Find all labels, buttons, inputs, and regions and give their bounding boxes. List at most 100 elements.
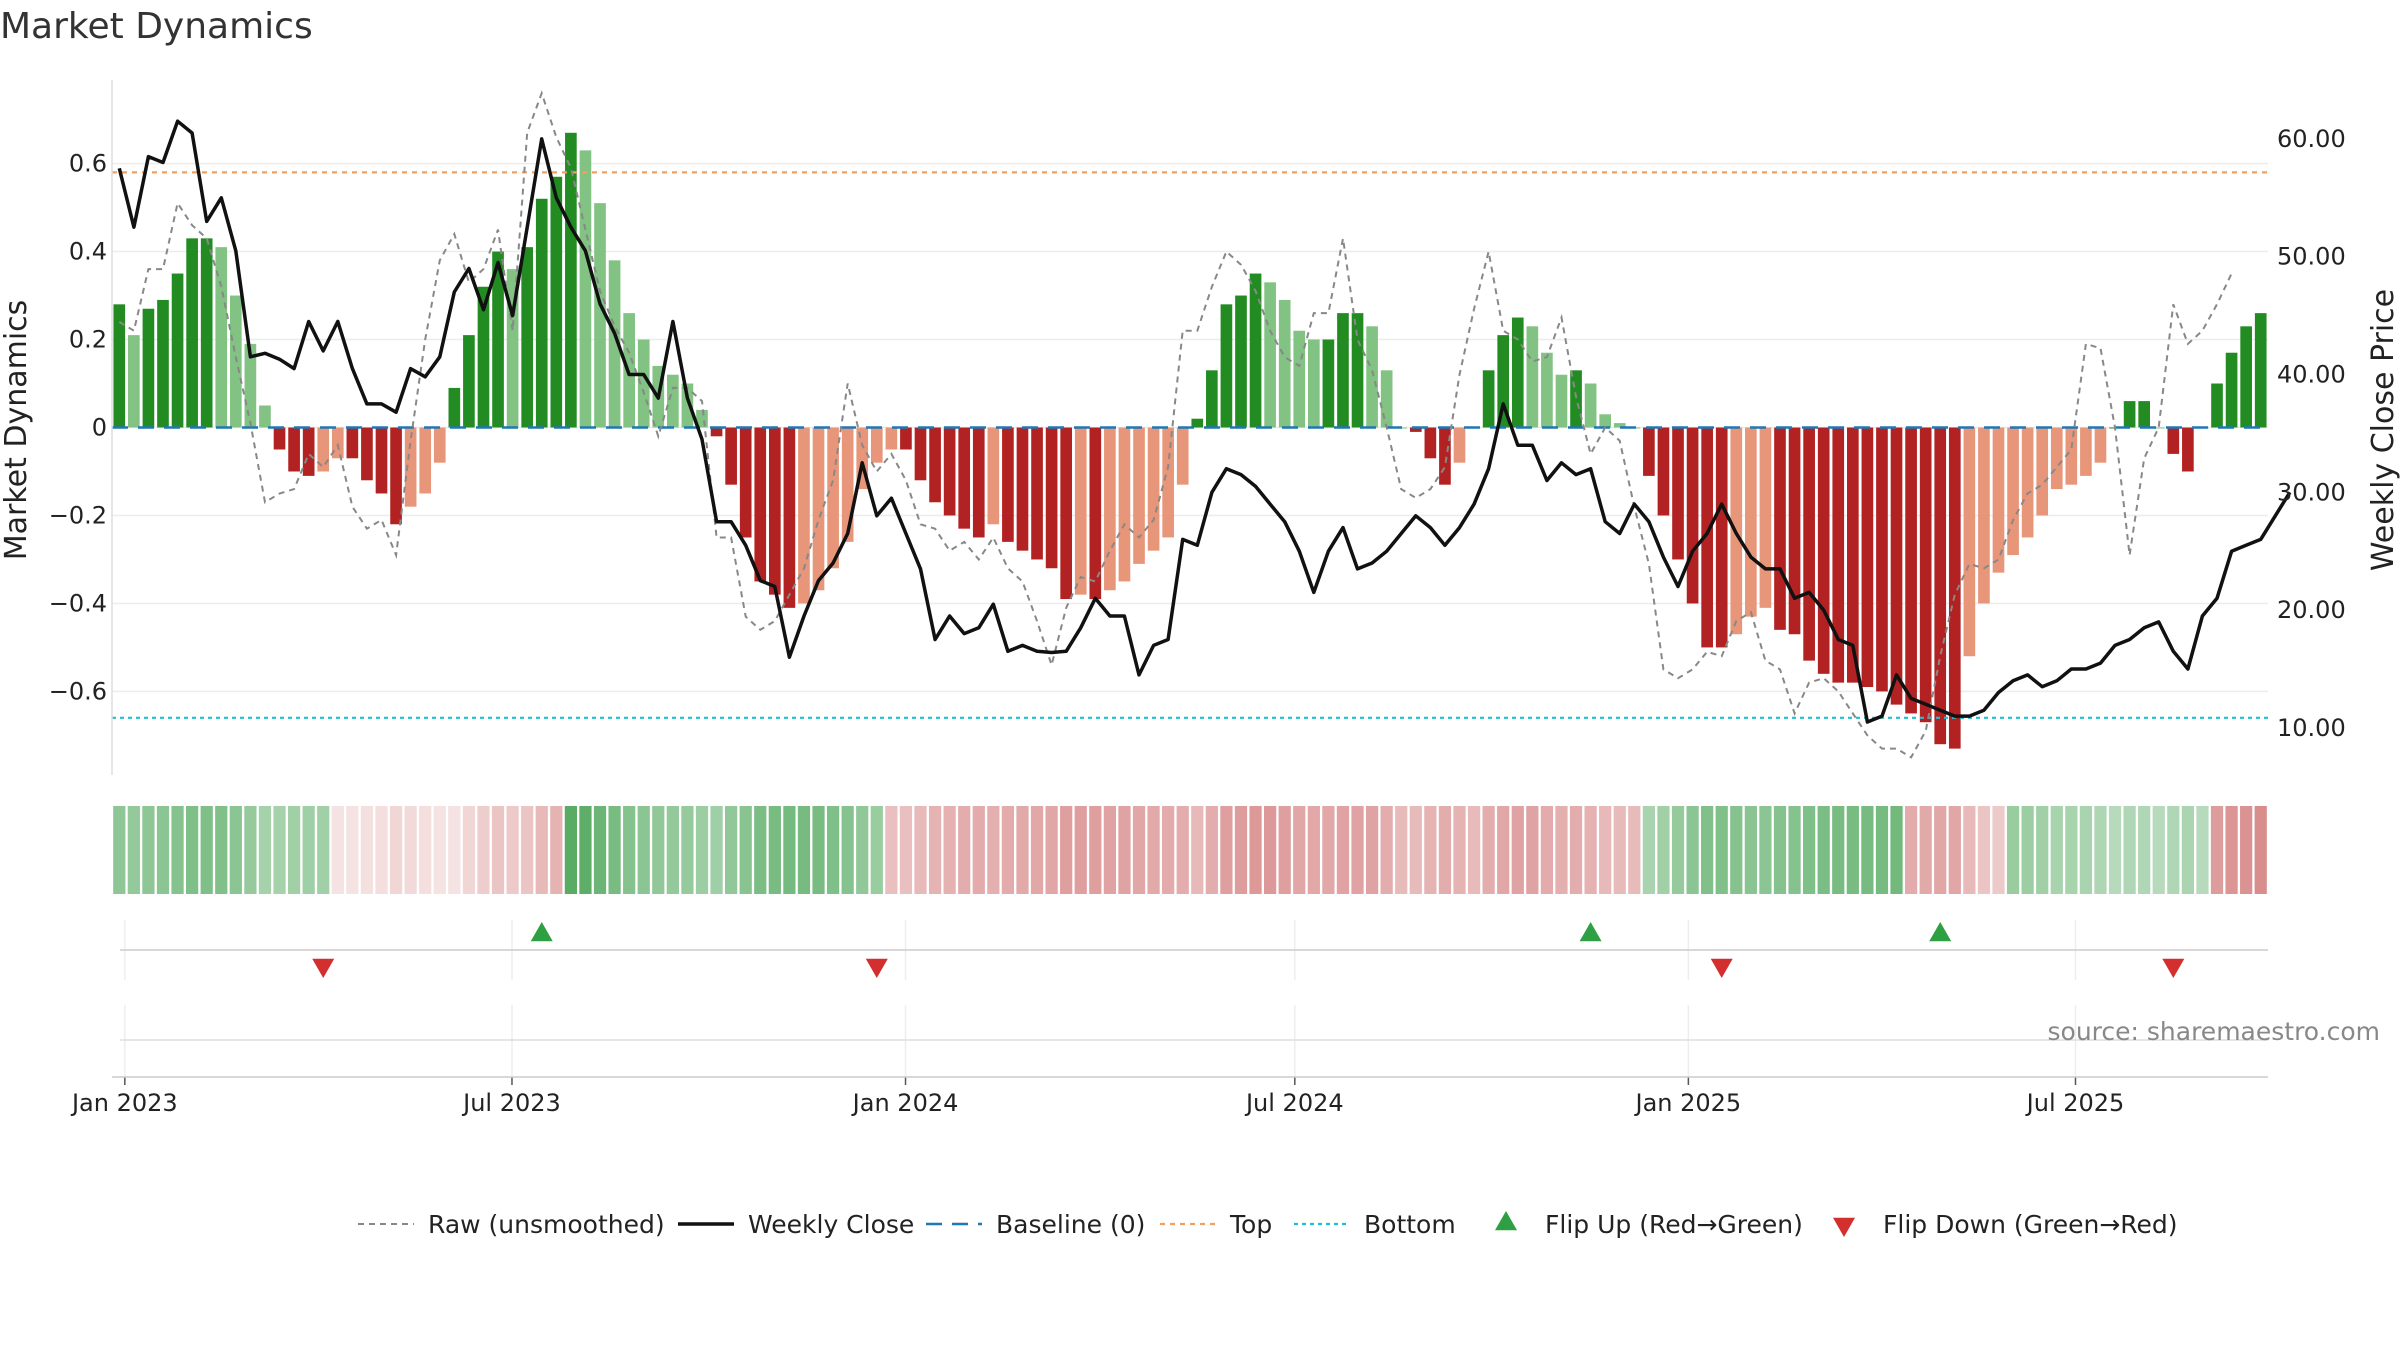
regime-cell <box>1409 806 1422 894</box>
dynamics-bar <box>1846 427 1859 683</box>
regime-cell <box>331 806 344 894</box>
dynamics-bar <box>244 343 257 428</box>
dynamics-bar <box>1948 427 1961 749</box>
dynamics-bar <box>929 427 941 503</box>
dynamics-bar <box>1249 273 1262 428</box>
dynamics-bar <box>2080 427 2092 476</box>
regime-cell <box>812 806 825 894</box>
regime-cell <box>623 806 636 894</box>
dynamics-bar <box>637 339 650 428</box>
dynamics-bar <box>157 299 169 428</box>
regime-cell <box>1628 806 1641 894</box>
x-tick-label: Jul 2024 <box>1244 1089 1344 1117</box>
regime-cell <box>2123 806 2136 894</box>
regime-band <box>113 806 2267 894</box>
regime-cell <box>1424 806 1437 894</box>
regime-cell <box>1584 806 1597 894</box>
dynamics-bar <box>1118 427 1131 582</box>
dynamics-bar <box>1643 427 1655 476</box>
regime-cell <box>1701 806 1714 894</box>
dynamics-bar <box>1264 282 1276 428</box>
regime-cell <box>1497 806 1510 894</box>
regime-cell <box>1147 806 1160 894</box>
dynamics-bar <box>2182 427 2194 472</box>
regime-cell <box>2152 806 2165 894</box>
legend-item-raw: Raw (unsmoothed) <box>358 1210 665 1239</box>
regime-cell <box>826 806 840 894</box>
regime-cell <box>1380 806 1393 894</box>
regime-cell <box>287 806 301 894</box>
dynamics-bar <box>2254 313 2267 428</box>
legend-label: Bottom <box>1364 1210 1456 1239</box>
dynamics-bar <box>841 427 854 542</box>
dynamics-bar <box>2225 352 2238 428</box>
dynamics-bar <box>1570 370 1582 428</box>
right-tick-label: 50.00 <box>2277 243 2346 271</box>
regime-cell <box>2065 806 2078 894</box>
dynamics-bar <box>215 247 228 428</box>
dynamics-bar <box>812 427 825 591</box>
dynamics-bar <box>1541 352 1553 428</box>
dynamics-bar <box>1322 339 1335 428</box>
regime-cell <box>1817 806 1830 894</box>
regime-cell <box>1453 806 1466 894</box>
regime-cell <box>1249 806 1262 894</box>
dynamics-bar <box>725 427 737 485</box>
regime-cell <box>1686 806 1699 894</box>
regime-cell <box>2167 806 2180 894</box>
regime-cell <box>681 806 694 894</box>
legend-swatch <box>1495 1211 1517 1231</box>
dynamics-bar <box>885 427 898 450</box>
regime-cell <box>1832 806 1845 894</box>
dynamics-bar <box>710 427 723 437</box>
flip-down-marker <box>2162 958 2185 978</box>
regime-cell <box>1118 806 1131 894</box>
dynamics-bar <box>550 176 563 428</box>
dynamics-bar <box>171 273 184 428</box>
regime-cell <box>346 806 359 894</box>
regime-cell <box>2210 806 2224 894</box>
regime-cell <box>186 806 199 894</box>
regime-cell <box>1103 806 1116 894</box>
regime-cell <box>958 806 971 894</box>
axes: 0.6 0.4 0.2 0 −0.2 −0.4 −0.6 60.00 50.00 40.00 30.… <box>49 80 2346 1117</box>
legend-label: Flip Up (Red→Green) <box>1545 1210 1803 1239</box>
regime-cell <box>2021 806 2034 894</box>
dynamics-bar <box>273 427 286 450</box>
dynamics-bar <box>361 427 373 481</box>
regime-cell <box>1511 806 1524 894</box>
dynamics-bar <box>1817 427 1830 674</box>
regime-cell <box>1948 806 1961 894</box>
regime-cell <box>258 806 272 894</box>
regime-cell <box>244 806 257 894</box>
y-axis-left-label: Market Dynamics <box>0 300 34 561</box>
dynamics-bar <box>1919 427 1932 723</box>
regime-cell <box>1846 806 1859 894</box>
regime-cell <box>1132 806 1146 894</box>
regime-cell <box>1599 806 1612 894</box>
regime-cell <box>797 806 811 894</box>
regime-cell <box>1162 806 1175 894</box>
regime-cell <box>2006 806 2020 894</box>
dynamics-bar <box>1453 427 1466 463</box>
regime-cell <box>1555 806 1568 894</box>
dynamics-bar <box>1366 326 1378 428</box>
regime-cell <box>535 806 548 894</box>
dynamics-bars <box>113 132 2267 749</box>
regime-cell <box>2079 806 2093 894</box>
dynamics-bar <box>565 132 577 428</box>
dynamics-bar <box>2036 427 2049 516</box>
regime-cell <box>113 806 126 894</box>
regime-cell <box>1089 806 1102 894</box>
dynamics-bar <box>186 238 198 428</box>
series-lines <box>117 90 2292 759</box>
regime-cell <box>783 806 796 894</box>
right-tick-label: 30.00 <box>2277 478 2346 506</box>
regime-cell <box>506 806 519 894</box>
dynamics-bar <box>1511 317 1524 428</box>
dynamics-bar <box>2138 401 2151 428</box>
dynamics-bar <box>2167 427 2180 454</box>
regime-cell <box>1715 806 1728 894</box>
dynamics-bar <box>2007 427 2019 556</box>
